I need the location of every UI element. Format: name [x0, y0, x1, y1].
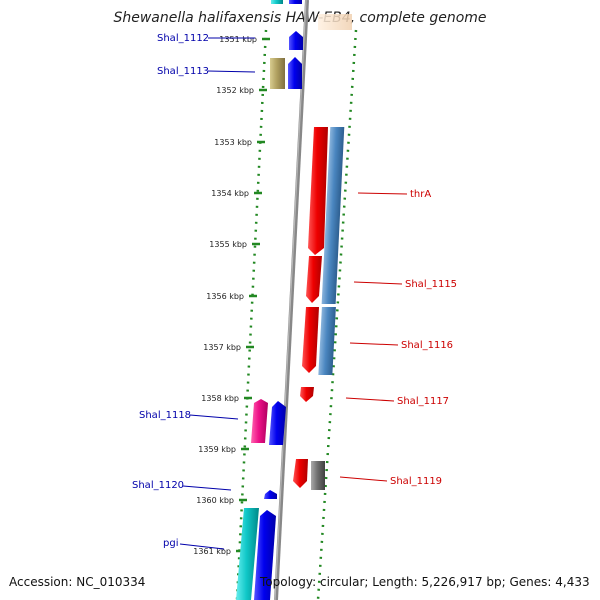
tick-label: 1358 kbp [201, 394, 239, 403]
gene-shal-1113[interactable] [288, 57, 302, 89]
label-leader-line [353, 281, 403, 285]
tick-label: 1353 kbp [214, 138, 252, 147]
label-leader-line [339, 476, 388, 482]
gene-pgi-partner[interactable] [236, 508, 259, 600]
gene-label[interactable]: Shal_1113 [157, 66, 209, 77]
label-leader-line [189, 414, 239, 420]
tick-label: 1361 kbp [193, 547, 231, 556]
gene-label[interactable]: Shal_1112 [157, 33, 209, 44]
gene-label[interactable]: Shal_1117 [397, 396, 449, 407]
gene-shal-1118-partner[interactable] [251, 399, 268, 443]
gene-shal-1119[interactable] [293, 459, 308, 488]
gene-shal-1116[interactable] [302, 307, 319, 373]
tick-label: 1354 kbp [211, 189, 249, 198]
genome-backbone-highlight [274, 0, 307, 600]
gene-label[interactable]: pgi [163, 538, 178, 549]
gene-pgi[interactable] [254, 510, 276, 600]
genome-backbone [274, 0, 309, 600]
gene-shal-1117[interactable] [300, 387, 314, 402]
label-leader-line [357, 192, 408, 195]
gene-shal-1113-partner[interactable] [270, 58, 285, 89]
cds-thra-shal-1115[interactable] [321, 127, 345, 304]
topology-text: Topology: circular; Length: 5,226,917 bp… [260, 575, 590, 589]
label-leader-line [345, 397, 395, 402]
cds-shal-1116[interactable] [318, 307, 336, 375]
gene-thra[interactable] [308, 127, 328, 255]
label-leader-line [179, 543, 225, 550]
gene-shal-1120[interactable] [264, 490, 277, 499]
tick-label: 1356 kbp [206, 292, 244, 301]
gene-label[interactable]: Shal_1118 [139, 410, 191, 421]
tick-label: 1357 kbp [203, 343, 241, 352]
gene-partial-cyan-top [271, 0, 283, 4]
gene-label[interactable]: Shal_1116 [401, 340, 453, 351]
label-leader-line [207, 70, 256, 73]
label-leader-line [182, 485, 232, 491]
gene-shal-1115[interactable] [306, 256, 322, 303]
tick-marks: 1351 kbp 1352 kbp 1353 kbp 1354 kbp 1355 kbp… [193, 35, 270, 556]
tick-label: 1359 kbp [198, 445, 236, 454]
gene-partial-blue-top [289, 0, 302, 4]
tick-label: 1351 kbp [219, 35, 257, 44]
gene-partial-peach-top [318, 14, 352, 30]
tick-label: 1360 kbp [196, 496, 234, 505]
cds-shal-1119[interactable] [311, 461, 325, 490]
tick-label: 1352 kbp [216, 86, 254, 95]
genome-title: Shewanella halifaxensis HAW-EB4, complet… [113, 10, 487, 26]
gene-label[interactable]: thrA [410, 189, 431, 200]
label-leader-line [349, 342, 399, 346]
gene-label[interactable]: Shal_1120 [132, 480, 184, 491]
gene-shal-1118[interactable] [269, 401, 286, 445]
gene-label[interactable]: Shal_1115 [405, 279, 457, 290]
accession-text: Accession: NC_010334 [9, 575, 146, 589]
gene-shal-1112[interactable] [289, 31, 303, 50]
gene-label[interactable]: Shal_1119 [390, 476, 442, 487]
tick-label: 1355 kbp [209, 240, 247, 249]
